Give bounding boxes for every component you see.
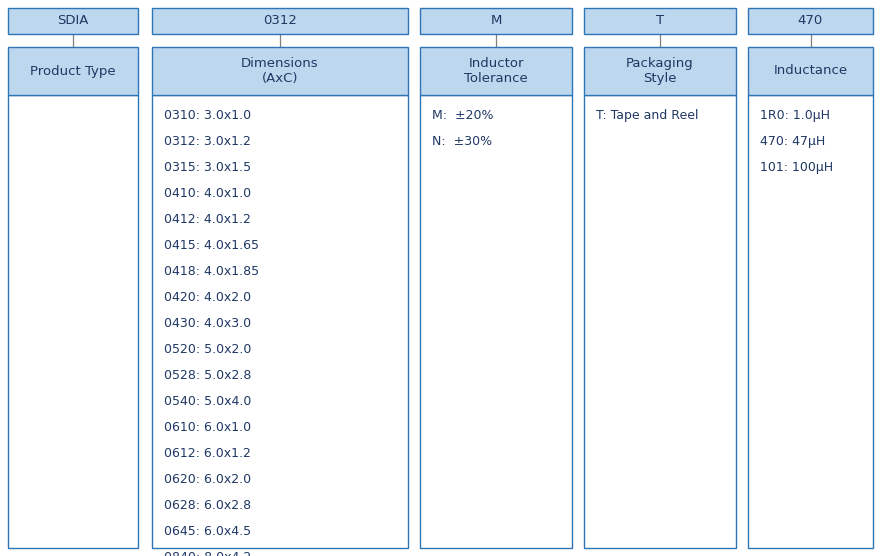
FancyBboxPatch shape xyxy=(420,95,572,548)
Text: T: T xyxy=(656,14,664,27)
FancyBboxPatch shape xyxy=(748,47,873,95)
Text: 101: 100μH: 101: 100μH xyxy=(760,161,833,174)
Text: M: M xyxy=(491,14,501,27)
Text: 470: 47μH: 470: 47μH xyxy=(760,135,825,148)
Text: 0412: 4.0x1.2: 0412: 4.0x1.2 xyxy=(164,213,251,226)
FancyBboxPatch shape xyxy=(420,47,572,95)
FancyBboxPatch shape xyxy=(152,95,408,548)
Text: 0520: 5.0x2.0: 0520: 5.0x2.0 xyxy=(164,343,251,356)
Text: 1R0: 1.0μH: 1R0: 1.0μH xyxy=(760,109,830,122)
FancyBboxPatch shape xyxy=(8,47,138,95)
FancyBboxPatch shape xyxy=(748,8,873,34)
Text: 0415: 4.0x1.65: 0415: 4.0x1.65 xyxy=(164,239,259,252)
Text: Inductor
Tolerance: Inductor Tolerance xyxy=(464,57,528,85)
FancyBboxPatch shape xyxy=(152,8,408,34)
Text: Packaging
Style: Packaging Style xyxy=(626,57,694,85)
FancyBboxPatch shape xyxy=(584,47,736,95)
Text: 0612: 6.0x1.2: 0612: 6.0x1.2 xyxy=(164,447,251,460)
Text: 0310: 3.0x1.0: 0310: 3.0x1.0 xyxy=(164,109,251,122)
FancyBboxPatch shape xyxy=(152,47,408,95)
FancyBboxPatch shape xyxy=(8,8,138,34)
Text: SDIA: SDIA xyxy=(57,14,89,27)
FancyBboxPatch shape xyxy=(748,95,873,548)
Text: 0418: 4.0x1.85: 0418: 4.0x1.85 xyxy=(164,265,259,278)
Text: 0620: 6.0x2.0: 0620: 6.0x2.0 xyxy=(164,473,251,486)
Text: M:  ±20%: M: ±20% xyxy=(432,109,493,122)
Text: 0528: 5.0x2.8: 0528: 5.0x2.8 xyxy=(164,369,251,382)
Text: 0610: 6.0x1.0: 0610: 6.0x1.0 xyxy=(164,421,251,434)
Text: Product Type: Product Type xyxy=(30,64,115,77)
Text: 0430: 4.0x3.0: 0430: 4.0x3.0 xyxy=(164,317,251,330)
FancyBboxPatch shape xyxy=(584,8,736,34)
FancyBboxPatch shape xyxy=(8,95,138,548)
Text: 0312: 3.0x1.2: 0312: 3.0x1.2 xyxy=(164,135,251,148)
Text: 0315: 3.0x1.5: 0315: 3.0x1.5 xyxy=(164,161,251,174)
Text: 0410: 4.0x1.0: 0410: 4.0x1.0 xyxy=(164,187,251,200)
Text: 0420: 4.0x2.0: 0420: 4.0x2.0 xyxy=(164,291,251,304)
Text: 0628: 6.0x2.8: 0628: 6.0x2.8 xyxy=(164,499,251,512)
Text: 0540: 5.0x4.0: 0540: 5.0x4.0 xyxy=(164,395,251,408)
FancyBboxPatch shape xyxy=(584,95,736,548)
Text: 470: 470 xyxy=(798,14,823,27)
Text: Inductance: Inductance xyxy=(774,64,848,77)
Text: 0645: 6.0x4.5: 0645: 6.0x4.5 xyxy=(164,525,251,538)
Text: N:  ±30%: N: ±30% xyxy=(432,135,492,148)
Text: 0312: 0312 xyxy=(263,14,297,27)
Text: Dimensions
(AxC): Dimensions (AxC) xyxy=(241,57,319,85)
Text: T: Tape and Reel: T: Tape and Reel xyxy=(596,109,699,122)
FancyBboxPatch shape xyxy=(420,8,572,34)
Text: 0840: 8.0x4.2: 0840: 8.0x4.2 xyxy=(164,551,251,556)
